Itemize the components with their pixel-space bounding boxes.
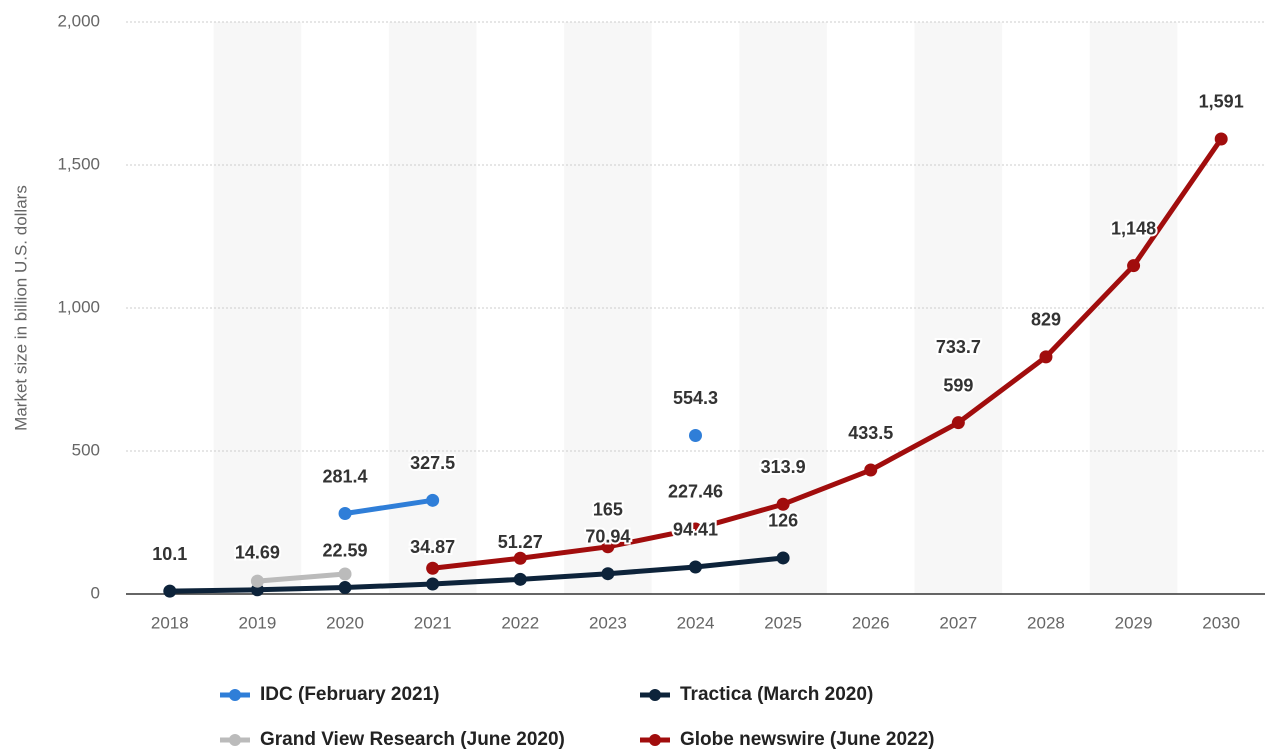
point (689, 560, 702, 574)
point (689, 428, 702, 442)
x-tick-label: 2022 (501, 613, 539, 632)
x-tick-label: 2025 (764, 613, 802, 632)
data-label: 599 (943, 375, 973, 395)
data-label: 126 (768, 511, 798, 531)
x-tick-label: 2029 (1115, 613, 1153, 632)
x-tick-label: 2030 (1202, 613, 1240, 632)
legend-item: IDC (February 2021) (220, 684, 440, 705)
series-line (169, 555, 784, 594)
point (426, 561, 440, 575)
data-label: 829 (1031, 310, 1061, 330)
data-label: 1,148 (1111, 218, 1156, 238)
data-label: 733.7 (936, 337, 981, 357)
point (338, 581, 352, 595)
point (689, 522, 702, 536)
x-tick-label: 2027 (939, 613, 977, 632)
series-line (432, 137, 1224, 571)
legend-label: Globe newswire (June 2022) (680, 729, 934, 750)
data-label: 10.1 (152, 544, 187, 564)
legend-marker (229, 689, 241, 701)
data-label: 554.3 (673, 388, 718, 408)
y-axis-label: Market size in billion U.S. dollars (11, 185, 30, 431)
data-label: 313.9 (761, 457, 806, 477)
y-tick-label: 2,000 (57, 11, 100, 30)
data-label: 70.94 (585, 526, 630, 546)
legend-label: IDC (February 2021) (260, 684, 440, 705)
y-tick-label: 1,500 (57, 154, 100, 173)
x-tick-label: 2024 (677, 613, 715, 632)
data-label: 433.5 (848, 423, 893, 443)
point (776, 551, 790, 565)
point (338, 507, 352, 521)
y-tick-label: 1,000 (57, 297, 100, 316)
legend-item: Tractica (March 2020) (640, 684, 873, 705)
point (776, 497, 790, 511)
point (1039, 350, 1053, 364)
x-tick-label: 2021 (414, 613, 452, 632)
point (426, 493, 440, 507)
point (426, 577, 440, 591)
data-label: 327.5 (410, 453, 455, 473)
point (513, 572, 527, 586)
legend-marker (649, 734, 661, 746)
legend-marker (649, 689, 661, 701)
x-tick-label: 2019 (239, 613, 277, 632)
x-tick-label: 2018 (151, 613, 189, 632)
x-tick-label: 2026 (852, 613, 890, 632)
point (163, 584, 177, 598)
x-tick-label: 2023 (589, 613, 627, 632)
legend-item: Grand View Research (June 2020) (220, 729, 565, 750)
point (951, 416, 965, 430)
x-tick-label: 2028 (1027, 613, 1065, 632)
legend-marker (229, 734, 241, 746)
y-tick-label: 500 (72, 440, 100, 459)
data-label: 165 (593, 500, 623, 520)
point (1127, 259, 1141, 273)
data-label: 14.69 (235, 543, 280, 563)
point (864, 463, 878, 477)
legend-label: Grand View Research (June 2020) (260, 729, 565, 750)
legend-item: Globe newswire (June 2022) (640, 729, 934, 750)
data-label: 22.59 (323, 540, 368, 560)
point (951, 377, 965, 391)
x-tick-label: 2020 (326, 613, 364, 632)
y-tick-label: 0 (91, 583, 100, 602)
data-label: 227.46 (668, 482, 723, 502)
legend-label: Tractica (March 2020) (680, 684, 873, 705)
data-label: 94.41 (673, 520, 718, 540)
data-label: 51.27 (498, 532, 543, 552)
data-label: 34.87 (410, 537, 455, 557)
data-label: 1,591 (1199, 92, 1244, 112)
point (601, 540, 615, 554)
point (1214, 132, 1228, 146)
point (513, 551, 527, 565)
point (250, 574, 264, 588)
point (338, 567, 352, 581)
point (601, 567, 615, 581)
data-label: 281.4 (323, 466, 368, 486)
